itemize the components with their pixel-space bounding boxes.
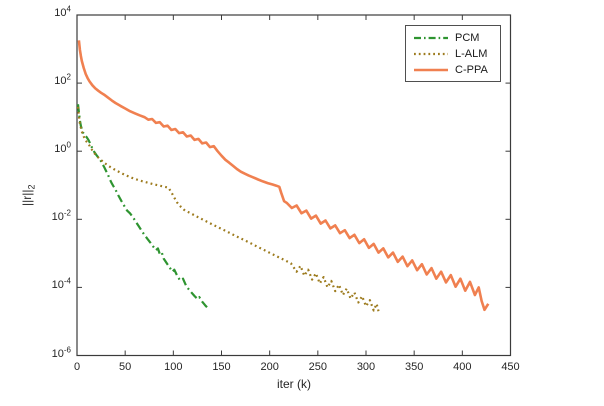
- x-tick-label: 50: [119, 361, 132, 373]
- legend-label-c-ppa: C-PPA: [455, 64, 488, 76]
- y-tick-label: 10-4: [51, 276, 71, 292]
- series-line-pcm: [76, 104, 208, 309]
- y-axis-label-base: ||r||: [20, 189, 34, 206]
- x-tick-label: 200: [260, 361, 279, 373]
- y-tick-label: 10-2: [51, 208, 71, 224]
- axes-box: [76, 14, 512, 357]
- legend-item-pcm: PCM: [412, 30, 500, 46]
- legend-label-l-alm: L-ALM: [455, 48, 488, 60]
- series-line-c-ppa: [77, 40, 490, 312]
- x-tick-label: 300: [356, 361, 376, 373]
- x-tick-label: 350: [404, 361, 424, 373]
- legend-line-sample-l-alm: [414, 52, 448, 56]
- legend-line-sample-pcm: [414, 36, 448, 40]
- legend-line-sample-c-ppa: [414, 68, 448, 72]
- x-tick-label: 100: [164, 361, 183, 373]
- y-tick-label: 102: [54, 72, 71, 88]
- x-axis-label: iter (k): [277, 377, 311, 391]
- legend-item-c-ppa: C-PPA: [412, 62, 500, 78]
- y-axis-label-subscript: 2: [26, 184, 37, 190]
- legend-item-l-alm: L-ALM: [412, 46, 500, 62]
- y-tick-label: 10-6: [51, 344, 71, 360]
- legend-label-pcm: PCM: [455, 32, 480, 44]
- x-tick-label: 450: [501, 361, 520, 373]
- y-tick-label: 100: [54, 140, 71, 156]
- x-tick-label: 400: [453, 361, 472, 373]
- series-line-l-alm: [76, 106, 380, 312]
- x-tick-label: 250: [308, 361, 327, 373]
- x-tick-label: 0: [73, 361, 81, 373]
- x-tick-label: 150: [212, 361, 231, 373]
- legend: PCM L-ALM C-PPA: [405, 25, 501, 82]
- y-axis-label: ||r||2: [20, 185, 36, 206]
- y-tick-label: 104: [54, 4, 71, 19]
